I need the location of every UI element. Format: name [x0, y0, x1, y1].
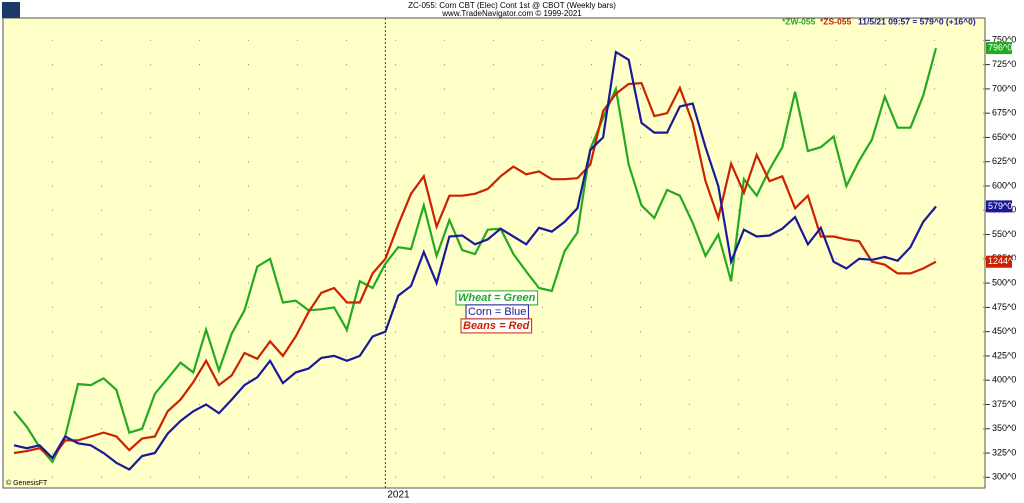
y-tick-label: 475^0: [992, 302, 1016, 312]
y-tick-label: 625^0: [992, 156, 1016, 166]
y-tick-label: 700^0: [992, 83, 1016, 93]
last-value-label: 1244^6: [988, 256, 1017, 266]
y-tick-label: 300^0: [992, 472, 1016, 482]
last-value-box: [986, 200, 1012, 213]
series-line: [13, 47, 938, 464]
last-value-box: [986, 255, 1012, 268]
plot-area: [2, 17, 986, 489]
annotation: Beans = Red: [463, 320, 530, 332]
legend-entry: *ZS-055: [820, 16, 851, 26]
y-tick-label: 550^0: [992, 229, 1016, 239]
y-tick-label: 400^0: [992, 375, 1016, 385]
y-tick-label: 450^0: [992, 326, 1016, 336]
y-tick-label: 650^0: [992, 132, 1016, 142]
y-tick-label: 675^0: [992, 108, 1016, 118]
legend-entry: 11/5/21 09:57 = 579^0 (+16^0): [858, 16, 976, 26]
x-tick-label: 2021: [387, 490, 410, 501]
chart-subtitle: www.TradeNavigator.com © 1999-2021: [441, 9, 582, 18]
chart-title: ZC-055: Corn CBT (Elec) Cont 1st @ CBOT …: [408, 1, 616, 10]
y-tick-label: 600^0: [992, 180, 1016, 190]
y-tick-label: 425^0: [992, 350, 1016, 360]
series-line: [13, 81, 937, 460]
y-tick-label: 725^0: [992, 59, 1016, 69]
y-tick-label: 750^0: [992, 35, 1016, 45]
annotation: Wheat = Green: [458, 292, 536, 304]
legend-entry: *ZW-055: [782, 16, 816, 26]
y-tick-label: 325^0: [992, 447, 1016, 457]
last-value-label: 579^0: [988, 201, 1012, 211]
y-tick-label: 350^0: [992, 423, 1016, 433]
credit: © GenesisFT: [6, 479, 48, 487]
y-tick-label: 500^0: [992, 277, 1016, 287]
annotation-box: [460, 318, 533, 334]
logo: [2, 2, 20, 18]
y-tick-label: 375^0: [992, 399, 1016, 409]
series-line: [13, 50, 937, 471]
annotation: Corn = Blue: [468, 306, 526, 318]
last-value-label: 796^0: [988, 42, 1012, 52]
last-value-box: [986, 42, 1012, 55]
